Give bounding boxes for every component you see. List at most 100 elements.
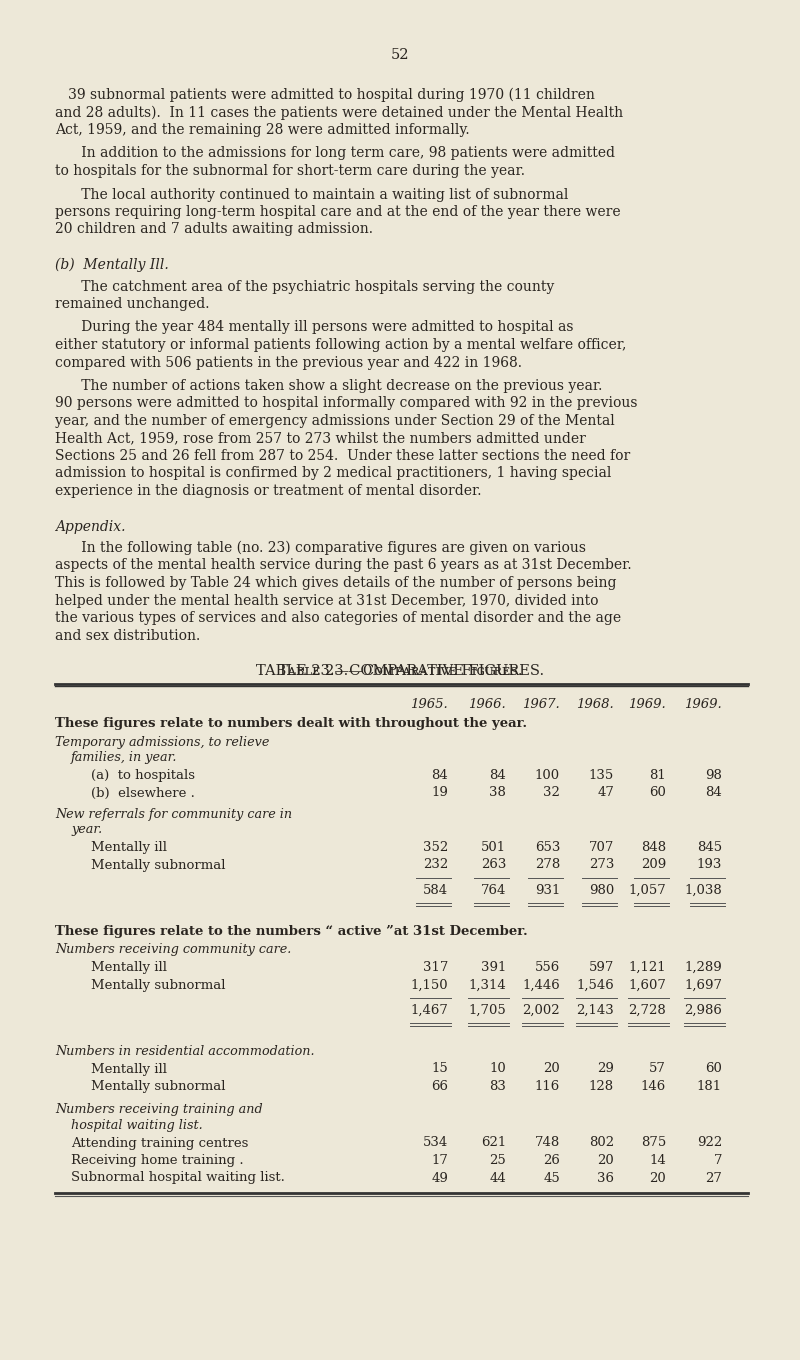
Text: Tᴀʙʟᴇ 23.—Cᴏᴍᴘᴀʀᴀᴛɪᴠᴇ Fɪɢᴜʀᴇs.: Tᴀʙʟᴇ 23.—Cᴏᴍᴘᴀʀᴀᴛɪᴠᴇ Fɪɢᴜʀᴇs. xyxy=(278,664,522,679)
Text: 116: 116 xyxy=(534,1080,560,1093)
Text: 584: 584 xyxy=(423,884,448,898)
Text: 556: 556 xyxy=(534,962,560,974)
Text: 653: 653 xyxy=(534,840,560,854)
Text: 57: 57 xyxy=(649,1062,666,1076)
Text: 90 persons were admitted to hospital informally compared with 92 in the previous: 90 persons were admitted to hospital inf… xyxy=(55,397,638,411)
Text: 875: 875 xyxy=(641,1137,666,1149)
Text: 1,121: 1,121 xyxy=(628,962,666,974)
Text: This is followed by Table 24 which gives details of the number of persons being: This is followed by Table 24 which gives… xyxy=(55,577,617,590)
Text: 25: 25 xyxy=(490,1155,506,1167)
Text: Receiving home training .: Receiving home training . xyxy=(71,1155,244,1167)
Text: 352: 352 xyxy=(422,840,448,854)
Text: 597: 597 xyxy=(589,962,614,974)
Text: 1,705: 1,705 xyxy=(468,1004,506,1017)
Text: 1,446: 1,446 xyxy=(522,978,560,991)
Text: 273: 273 xyxy=(589,858,614,872)
Text: 1967.: 1967. xyxy=(522,698,560,711)
Text: The local authority continued to maintain a waiting list of subnormal: The local authority continued to maintai… xyxy=(55,188,568,201)
Text: 232: 232 xyxy=(422,858,448,872)
Text: 66: 66 xyxy=(431,1080,448,1093)
Text: remained unchanged.: remained unchanged. xyxy=(55,296,210,311)
Text: 391: 391 xyxy=(481,962,506,974)
Text: 1,546: 1,546 xyxy=(576,978,614,991)
Text: 764: 764 xyxy=(481,884,506,898)
Text: 81: 81 xyxy=(650,768,666,782)
Text: 32: 32 xyxy=(543,786,560,800)
Text: 621: 621 xyxy=(481,1137,506,1149)
Text: Numbers in residential accommodation.: Numbers in residential accommodation. xyxy=(55,1044,314,1058)
Text: and 28 adults).  In 11 cases the patients were detained under the Mental Health: and 28 adults). In 11 cases the patients… xyxy=(55,106,623,120)
Text: 39 subnormal patients were admitted to hospital during 1970 (11 children: 39 subnormal patients were admitted to h… xyxy=(55,88,595,102)
Text: 20: 20 xyxy=(650,1171,666,1185)
Text: 98: 98 xyxy=(705,768,722,782)
Text: Subnormal hospital waiting list.: Subnormal hospital waiting list. xyxy=(71,1171,285,1185)
Text: 263: 263 xyxy=(481,858,506,872)
Text: 26: 26 xyxy=(543,1155,560,1167)
Text: Mentally ill: Mentally ill xyxy=(91,1062,167,1076)
Text: and sex distribution.: and sex distribution. xyxy=(55,628,200,642)
Text: 84: 84 xyxy=(431,768,448,782)
Text: These figures relate to the numbers “ active ”at 31st December.: These figures relate to the numbers “ ac… xyxy=(55,925,528,938)
Text: 1968.: 1968. xyxy=(576,698,614,711)
Text: 2,728: 2,728 xyxy=(628,1004,666,1017)
Text: the various types of services and also categories of mental disorder and the age: the various types of services and also c… xyxy=(55,611,621,626)
Text: to hospitals for the subnormal for short-term care during the year.: to hospitals for the subnormal for short… xyxy=(55,165,525,178)
Text: Mentally ill: Mentally ill xyxy=(91,840,167,854)
Text: Mentally subnormal: Mentally subnormal xyxy=(91,978,226,991)
Text: 980: 980 xyxy=(589,884,614,898)
Text: 49: 49 xyxy=(431,1171,448,1185)
Text: 20 children and 7 adults awaiting admission.: 20 children and 7 adults awaiting admiss… xyxy=(55,223,373,237)
Text: 501: 501 xyxy=(481,840,506,854)
Text: 20: 20 xyxy=(598,1155,614,1167)
Text: 29: 29 xyxy=(597,1062,614,1076)
Text: 1969.: 1969. xyxy=(628,698,666,711)
Text: 84: 84 xyxy=(706,786,722,800)
Text: 707: 707 xyxy=(589,840,614,854)
Text: 2,143: 2,143 xyxy=(576,1004,614,1017)
Text: In the following table (no. 23) comparative figures are given on various: In the following table (no. 23) comparat… xyxy=(55,541,586,555)
Text: 2,002: 2,002 xyxy=(522,1004,560,1017)
Text: 1,697: 1,697 xyxy=(684,978,722,991)
Text: 100: 100 xyxy=(535,768,560,782)
Text: 17: 17 xyxy=(431,1155,448,1167)
Text: 1,467: 1,467 xyxy=(410,1004,448,1017)
Text: 7: 7 xyxy=(714,1155,722,1167)
Text: Temporary admissions, to relieve: Temporary admissions, to relieve xyxy=(55,736,270,749)
Text: 27: 27 xyxy=(705,1171,722,1185)
Text: 60: 60 xyxy=(649,786,666,800)
Text: 83: 83 xyxy=(489,1080,506,1093)
Text: 1,314: 1,314 xyxy=(468,978,506,991)
Text: Numbers receiving community care.: Numbers receiving community care. xyxy=(55,944,291,956)
Text: 1,150: 1,150 xyxy=(410,978,448,991)
Text: 146: 146 xyxy=(641,1080,666,1093)
Text: 47: 47 xyxy=(597,786,614,800)
Text: 1,038: 1,038 xyxy=(684,884,722,898)
Text: 278: 278 xyxy=(534,858,560,872)
Text: 19: 19 xyxy=(431,786,448,800)
Text: The catchment area of the psychiatric hospitals serving the county: The catchment area of the psychiatric ho… xyxy=(55,280,554,294)
Text: 802: 802 xyxy=(589,1137,614,1149)
Text: 922: 922 xyxy=(697,1137,722,1149)
Text: 317: 317 xyxy=(422,962,448,974)
Text: 45: 45 xyxy=(543,1171,560,1185)
Text: 193: 193 xyxy=(697,858,722,872)
Text: 10: 10 xyxy=(490,1062,506,1076)
Text: 84: 84 xyxy=(490,768,506,782)
Text: helped under the mental health service at 31st December, 1970, divided into: helped under the mental health service a… xyxy=(55,593,598,608)
Text: (b)  elsewhere .: (b) elsewhere . xyxy=(91,786,195,800)
Text: aspects of the mental health service during the past 6 years as at 31st December: aspects of the mental health service dur… xyxy=(55,559,632,573)
Text: 209: 209 xyxy=(641,858,666,872)
Text: Health Act, 1959, rose from 257 to 273 whilst the numbers admitted under: Health Act, 1959, rose from 257 to 273 w… xyxy=(55,431,586,446)
Text: 20: 20 xyxy=(543,1062,560,1076)
Text: TABLE 23.—COMPARATIVE FIGURES.: TABLE 23.—COMPARATIVE FIGURES. xyxy=(256,664,544,679)
Text: 128: 128 xyxy=(589,1080,614,1093)
Text: Act, 1959, and the remaining 28 were admitted informally.: Act, 1959, and the remaining 28 were adm… xyxy=(55,122,470,137)
Text: 931: 931 xyxy=(534,884,560,898)
Text: 60: 60 xyxy=(705,1062,722,1076)
Text: (a)  to hospitals: (a) to hospitals xyxy=(91,768,195,782)
Text: These figures relate to numbers dealt with throughout the year.: These figures relate to numbers dealt wi… xyxy=(55,718,527,730)
Text: either statutory or informal patients following action by a mental welfare offic: either statutory or informal patients fo… xyxy=(55,339,626,352)
Text: 15: 15 xyxy=(431,1062,448,1076)
Text: 36: 36 xyxy=(597,1171,614,1185)
Text: 135: 135 xyxy=(589,768,614,782)
